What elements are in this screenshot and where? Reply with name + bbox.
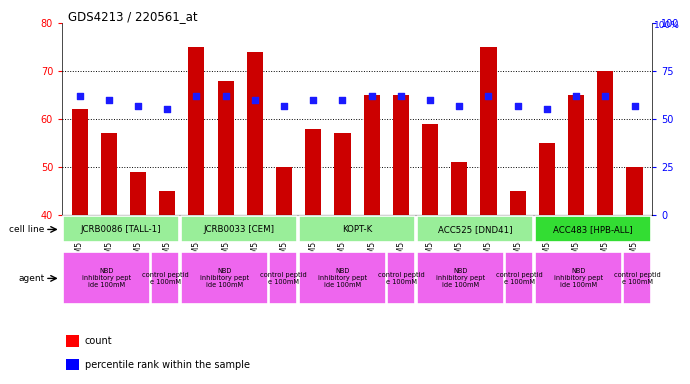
Text: control peptid
e 100mM: control peptid e 100mM — [496, 272, 543, 285]
Bar — [188, 47, 204, 215]
Bar — [270, 253, 297, 304]
Text: control peptid
e 100mM: control peptid e 100mM — [260, 272, 307, 285]
Text: control peptid
e 100mM: control peptid e 100mM — [378, 272, 425, 285]
Bar — [247, 52, 263, 215]
Point — [191, 93, 202, 99]
Text: JCRB0086 [TALL-1]: JCRB0086 [TALL-1] — [81, 225, 161, 234]
Point — [220, 93, 231, 99]
Point — [308, 97, 319, 103]
Text: NBD
inhibitory pept
ide 100mM: NBD inhibitory pept ide 100mM — [318, 268, 367, 288]
Point — [629, 103, 640, 109]
Point — [571, 93, 582, 99]
Bar — [130, 172, 146, 215]
Bar — [276, 167, 292, 215]
Point — [600, 93, 611, 99]
Bar — [480, 47, 497, 215]
Bar — [66, 335, 79, 347]
Text: JCRB0033 [CEM]: JCRB0033 [CEM] — [204, 225, 275, 234]
Point — [483, 93, 494, 99]
Point — [337, 97, 348, 103]
Point — [395, 93, 406, 99]
Bar — [364, 95, 380, 215]
Bar — [63, 217, 179, 242]
Point — [542, 106, 553, 113]
Bar — [152, 253, 179, 304]
Bar — [63, 253, 150, 304]
Text: percentile rank within the sample: percentile rank within the sample — [85, 359, 250, 369]
Bar — [535, 253, 622, 304]
Bar — [159, 191, 175, 215]
Text: agent: agent — [18, 274, 44, 283]
Bar — [568, 95, 584, 215]
Text: 100%: 100% — [654, 21, 680, 30]
Point — [104, 97, 115, 103]
Point — [454, 103, 465, 109]
Bar — [181, 217, 297, 242]
Point — [132, 103, 144, 109]
Bar — [393, 95, 409, 215]
Bar — [72, 109, 88, 215]
Bar — [417, 217, 533, 242]
Text: NBD
inhibitory pept
ide 100mM: NBD inhibitory pept ide 100mM — [82, 268, 131, 288]
Point — [512, 103, 523, 109]
Text: NBD
inhibitory pept
ide 100mM: NBD inhibitory pept ide 100mM — [554, 268, 603, 288]
Text: control peptid
e 100mM: control peptid e 100mM — [142, 272, 189, 285]
Bar — [217, 81, 234, 215]
Bar — [624, 253, 651, 304]
Point — [366, 93, 377, 99]
Bar — [66, 359, 79, 371]
Bar — [451, 162, 467, 215]
Bar — [417, 253, 504, 304]
Bar — [181, 253, 268, 304]
Text: GDS4213 / 220561_at: GDS4213 / 220561_at — [68, 10, 197, 23]
Text: NBD
inhibitory pept
ide 100mM: NBD inhibitory pept ide 100mM — [436, 268, 485, 288]
Bar — [299, 217, 415, 242]
Text: cell line: cell line — [9, 225, 44, 234]
Bar — [598, 71, 613, 215]
Point — [424, 97, 435, 103]
Point — [74, 93, 85, 99]
Text: NBD
inhibitory pept
ide 100mM: NBD inhibitory pept ide 100mM — [200, 268, 249, 288]
Bar — [305, 129, 322, 215]
Text: KOPT-K: KOPT-K — [342, 225, 372, 234]
Text: ACC483 [HPB-ALL]: ACC483 [HPB-ALL] — [553, 225, 633, 234]
Bar — [506, 253, 533, 304]
Bar — [422, 124, 438, 215]
Bar — [388, 253, 415, 304]
Bar — [101, 133, 117, 215]
Point — [249, 97, 260, 103]
Text: control peptid
e 100mM: control peptid e 100mM — [614, 272, 661, 285]
Point — [161, 106, 172, 113]
Text: ACC525 [DND41]: ACC525 [DND41] — [438, 225, 512, 234]
Point — [279, 103, 290, 109]
Bar — [335, 133, 351, 215]
Bar — [510, 191, 526, 215]
Bar — [299, 253, 386, 304]
Bar — [539, 143, 555, 215]
Bar — [535, 217, 651, 242]
Text: count: count — [85, 336, 112, 346]
Bar — [627, 167, 642, 215]
